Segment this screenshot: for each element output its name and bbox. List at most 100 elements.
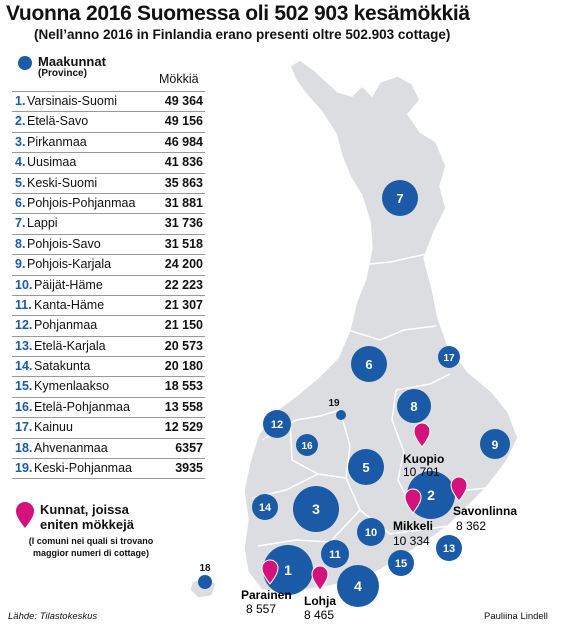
rank-number: 10. bbox=[15, 277, 33, 292]
bubble-label: 10 bbox=[365, 527, 377, 539]
city-name-kuopio: Kuopio bbox=[403, 452, 444, 466]
cottage-count: 49 364 bbox=[164, 94, 203, 108]
legend-sublabel: (Province) bbox=[38, 68, 87, 79]
bubble-labels: 1 2 3 4 5 6 7 8 9 10 11 12 13 14 15 16 1… bbox=[259, 191, 499, 594]
column-header: Mökkiä bbox=[159, 72, 199, 86]
bubble-label: 11 bbox=[329, 549, 341, 561]
table-row: 2. Etelä-Savo 49 156 bbox=[12, 112, 205, 133]
bubble-11[interactable] bbox=[321, 540, 349, 568]
bubble-1[interactable] bbox=[263, 545, 313, 595]
bubble-14[interactable] bbox=[252, 494, 278, 520]
page-title: Vuonna 2016 Suomessa oli 502 903 kesämök… bbox=[6, 2, 470, 25]
rank-number: 16. bbox=[15, 399, 33, 414]
bubble-label: 4 bbox=[354, 578, 362, 594]
bubble-label: 1 bbox=[284, 562, 292, 578]
province-name: Etelä-Pohjanmaa bbox=[34, 399, 130, 414]
rank-number: 12. bbox=[15, 318, 33, 333]
cottage-count: 21 307 bbox=[164, 297, 203, 312]
bubble-4[interactable] bbox=[337, 565, 379, 607]
bubble-12[interactable] bbox=[263, 410, 291, 438]
rank-number: 2. bbox=[15, 114, 26, 129]
bubble-label: 9 bbox=[492, 438, 499, 452]
city-value-savonlinna: 8 362 bbox=[456, 519, 486, 533]
rank-number: 18. bbox=[15, 440, 33, 455]
bubble-9[interactable] bbox=[480, 429, 510, 459]
pin-parainen[interactable] bbox=[261, 559, 279, 585]
rank-number: 14. bbox=[15, 359, 33, 374]
city-pins bbox=[261, 422, 468, 591]
bubble-label: 5 bbox=[362, 460, 369, 475]
rank-number: 19. bbox=[15, 461, 33, 476]
bubble-13[interactable] bbox=[436, 535, 462, 561]
bubble-17[interactable] bbox=[438, 346, 460, 368]
bubble-16[interactable] bbox=[296, 434, 318, 456]
bubble-7[interactable] bbox=[382, 180, 418, 216]
rank-number: 13. bbox=[15, 338, 33, 353]
province-name: Varsinais-Suomi bbox=[27, 94, 118, 108]
cottage-count: 31 881 bbox=[164, 195, 203, 210]
pin-lohja[interactable] bbox=[311, 565, 329, 591]
province-name: Pohjanmaa bbox=[34, 318, 98, 333]
city-value-kuopio: 10 701 bbox=[403, 465, 440, 479]
cottage-count: 18 553 bbox=[164, 379, 203, 394]
province-name: Ahvenanmaa bbox=[34, 440, 108, 455]
cottage-count: 49 156 bbox=[164, 114, 203, 129]
pin-savonlinna[interactable] bbox=[450, 476, 468, 502]
cottage-count: 35 863 bbox=[164, 175, 203, 190]
cottage-count: 41 836 bbox=[164, 155, 203, 170]
bubble-8[interactable] bbox=[397, 389, 431, 423]
province-name: Pirkanmaa bbox=[27, 134, 87, 149]
bubble-15[interactable] bbox=[388, 550, 414, 576]
province-name: Uusimaa bbox=[27, 155, 77, 170]
city-value-mikkeli: 10 334 bbox=[393, 534, 430, 548]
rank-number: 1. bbox=[15, 94, 26, 108]
pin-legend-title: Kunnat, joissa eniten mökkejä bbox=[40, 502, 134, 532]
rank-number: 4. bbox=[15, 155, 26, 170]
bubble-2[interactable] bbox=[407, 471, 455, 519]
table-row: 8. Pohjois-Savo 31 518 bbox=[12, 235, 205, 256]
bubble-label: 2 bbox=[427, 487, 435, 503]
rank-number: 17. bbox=[15, 420, 33, 435]
rank-number: 5. bbox=[15, 175, 26, 190]
cottage-count: 46 984 bbox=[164, 134, 203, 149]
table-row: 12. Pohjanmaa 21 150 bbox=[12, 316, 205, 337]
table-row: 7. Lappi 31 736 bbox=[12, 214, 205, 235]
author-credit: Pauliina Lindell bbox=[484, 611, 548, 622]
rank-number: 11. bbox=[15, 297, 32, 312]
rank-number: 8. bbox=[15, 236, 26, 251]
bubble-label: 3 bbox=[312, 501, 320, 517]
bubble-19[interactable] bbox=[336, 410, 346, 420]
city-name-mikkeli: Mikkeli bbox=[393, 519, 433, 533]
bubble-label: 14 bbox=[259, 502, 272, 514]
bubble-18[interactable] bbox=[198, 575, 212, 589]
bubble-label: 12 bbox=[271, 419, 283, 431]
bubble-label-18: 18 bbox=[199, 563, 211, 574]
province-name: Pohjois-Pohjanmaa bbox=[27, 195, 136, 210]
table-row: 13. Etelä-Karjala 20 573 bbox=[12, 337, 205, 358]
province-name: Keski-Pohjanmaa bbox=[34, 461, 132, 476]
cottage-count: 6357 bbox=[175, 440, 203, 455]
pin-kuopio[interactable] bbox=[413, 422, 431, 448]
province-name: Kymenlaakso bbox=[34, 379, 110, 394]
bubble-5[interactable] bbox=[348, 449, 384, 485]
province-name: Kainuu bbox=[34, 420, 73, 435]
table-row: 18. Ahvenanmaa 6357 bbox=[12, 439, 205, 460]
table-row: 9. Pohjois-Karjala 24 200 bbox=[12, 255, 205, 276]
province-name: Etelä-Karjala bbox=[34, 338, 106, 353]
cottage-count: 22 223 bbox=[164, 277, 203, 292]
province-name: Etelä-Savo bbox=[27, 114, 89, 129]
bubble-10[interactable] bbox=[357, 518, 385, 546]
bubble-3[interactable] bbox=[293, 486, 339, 532]
bubble-6[interactable] bbox=[351, 346, 387, 382]
source-note: Lähde: Tilastokeskus bbox=[8, 611, 98, 622]
rank-number: 3. bbox=[15, 134, 26, 149]
cottage-count: 24 200 bbox=[164, 257, 203, 272]
ranking-table: 1. Varsinais-Suomi 49 364 2. Etelä-Savo 49 15… bbox=[12, 91, 205, 480]
pin-legend-note: (I comuni nei quali si trovano maggior n… bbox=[28, 536, 154, 558]
province-name: Pohjois-Karjala bbox=[27, 257, 112, 272]
rank-number: 9. bbox=[15, 257, 26, 272]
bubble-label: 7 bbox=[396, 191, 403, 206]
pin-mikkeli[interactable] bbox=[404, 488, 422, 514]
cottage-count: 31 736 bbox=[164, 216, 203, 231]
